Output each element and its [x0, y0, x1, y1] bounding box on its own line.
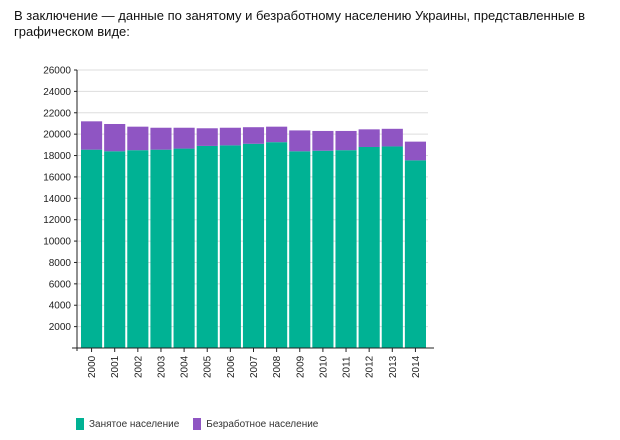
bar-employed-2014 — [404, 160, 426, 348]
bar-unemployed-2002 — [127, 126, 149, 151]
x-tick-label: 2006 — [226, 355, 237, 378]
y-tick-label: 26000 — [43, 66, 71, 77]
bar-unemployed-2001 — [104, 123, 126, 152]
bar-employed-2013 — [381, 146, 403, 348]
bar-employed-2005 — [196, 145, 218, 348]
x-tick-label: 2000 — [87, 355, 98, 378]
bar-unemployed-2005 — [196, 128, 218, 146]
y-tick-label: 16000 — [43, 172, 71, 183]
bar-unemployed-2006 — [219, 127, 241, 146]
bar-employed-2010 — [312, 150, 334, 348]
y-tick-label: 22000 — [43, 108, 71, 119]
x-tick-label: 2012 — [365, 355, 376, 378]
x-tick-label: 2001 — [110, 355, 121, 378]
y-tick-label: 8000 — [49, 258, 72, 269]
bar-employed-2007 — [242, 143, 265, 348]
x-tick-label: 2009 — [295, 355, 306, 378]
legend-item-employed[interactable]: Занятое население — [76, 418, 179, 430]
x-tick-label: 2014 — [411, 355, 422, 378]
bar-employed-2012 — [358, 146, 380, 348]
y-tick-label: 20000 — [43, 130, 71, 141]
legend-item-unemployed[interactable]: Безработное население — [193, 418, 318, 430]
y-tick-label: 18000 — [43, 151, 71, 162]
legend-label-unemployed: Безработное население — [206, 418, 319, 430]
bar-employed-2003 — [150, 149, 172, 348]
bar-employed-2008 — [266, 142, 288, 348]
bar-employed-2002 — [127, 150, 149, 348]
bar-employed-2009 — [289, 151, 311, 348]
stacked-bar-chart: 2000 4000 6000 8000 10000 12000 14000 16000 1800… — [43, 66, 434, 378]
x-tick-label: 2013 — [388, 355, 399, 378]
legend-label-employed: Занятое население — [89, 418, 180, 430]
bar-employed-2001 — [104, 151, 126, 348]
x-tick-label: 2004 — [180, 355, 191, 378]
y-tick-label: 2000 — [49, 322, 72, 333]
bar-unemployed-2010 — [312, 130, 334, 151]
bar-unemployed-2003 — [150, 127, 172, 150]
bar-unemployed-2008 — [266, 126, 288, 143]
bar-employed-2004 — [173, 148, 195, 348]
bar-unemployed-2009 — [289, 130, 311, 152]
bar-unemployed-2014 — [404, 141, 426, 161]
bar-employed-2000 — [81, 149, 103, 348]
y-tick-label: 6000 — [49, 279, 72, 290]
x-tick-label: 2005 — [203, 355, 214, 378]
x-tick-label: 2008 — [272, 355, 283, 378]
bar-unemployed-2007 — [242, 127, 265, 144]
x-tick-label: 2003 — [156, 355, 167, 378]
intro-text: В заключение — данные по занятому и безр… — [14, 8, 585, 39]
bar-employed-2006 — [219, 145, 241, 348]
bar-unemployed-2011 — [335, 130, 357, 151]
legend-swatch-unemployed — [193, 418, 202, 430]
y-tick-label: 24000 — [43, 87, 71, 98]
bar-employed-2011 — [335, 150, 357, 348]
chart-legend: Занятое население Безработное население — [76, 418, 332, 430]
legend-swatch-employed — [76, 418, 84, 430]
x-tick-label: 2011 — [342, 356, 353, 378]
bar-unemployed-2004 — [173, 127, 195, 149]
x-tick-label: 2007 — [249, 355, 260, 378]
y-tick-label: 10000 — [43, 237, 71, 248]
x-tick-label: 2002 — [133, 355, 144, 378]
bar-unemployed-2012 — [358, 129, 380, 147]
y-tick-label: 4000 — [49, 301, 72, 312]
x-tick-label: 2010 — [318, 355, 329, 378]
y-tick-label: 14000 — [43, 194, 71, 205]
bar-unemployed-2013 — [381, 128, 403, 147]
y-tick-label: 12000 — [43, 215, 71, 226]
bar-unemployed-2000 — [81, 121, 103, 150]
